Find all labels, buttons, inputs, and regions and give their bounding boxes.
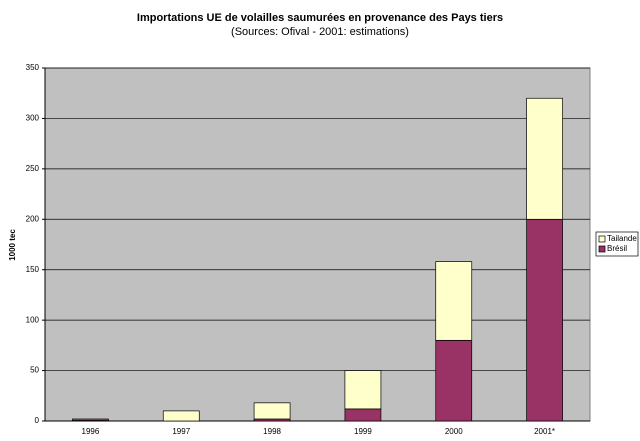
legend-label: Tailande (607, 234, 637, 243)
legend-swatch (598, 245, 606, 253)
bar-segment (526, 218, 563, 422)
bar-segment (253, 402, 291, 420)
x-tick-label: 1997 (172, 427, 190, 436)
x-tick-label: 1996 (82, 427, 100, 436)
y-axis-label: 1000 tec (8, 229, 17, 261)
bar-segment (72, 418, 109, 421)
legend-label: Brésil (607, 244, 627, 253)
x-tick-label: 2001* (534, 427, 555, 436)
y-tick-label: 200 (26, 214, 40, 223)
x-tick-label: 1999 (354, 427, 372, 436)
chart-subtitle: (Sources: Ofival - 2001: estimations) (231, 26, 409, 38)
bar-segment (435, 261, 473, 341)
y-tick-label: 50 (30, 366, 39, 375)
x-tick-label: 2000 (445, 427, 463, 436)
y-tick-label: 100 (26, 315, 40, 324)
bar-segment (435, 339, 473, 422)
bar-segment (526, 97, 563, 220)
chart-title: Importations UE de volailles saumurées e… (137, 12, 503, 24)
x-tick-label: 1998 (263, 427, 281, 436)
y-tick-label: 350 (26, 63, 40, 72)
bar-segment (344, 370, 382, 410)
y-tick-label: 300 (26, 114, 40, 123)
bar-segment (344, 408, 382, 422)
y-tick-label: 0 (35, 416, 40, 425)
y-tick-label: 150 (26, 265, 40, 274)
legend-swatch (598, 235, 606, 243)
y-tick-label: 250 (26, 164, 40, 173)
bar-segment (162, 410, 200, 422)
plot-area (44, 67, 591, 422)
